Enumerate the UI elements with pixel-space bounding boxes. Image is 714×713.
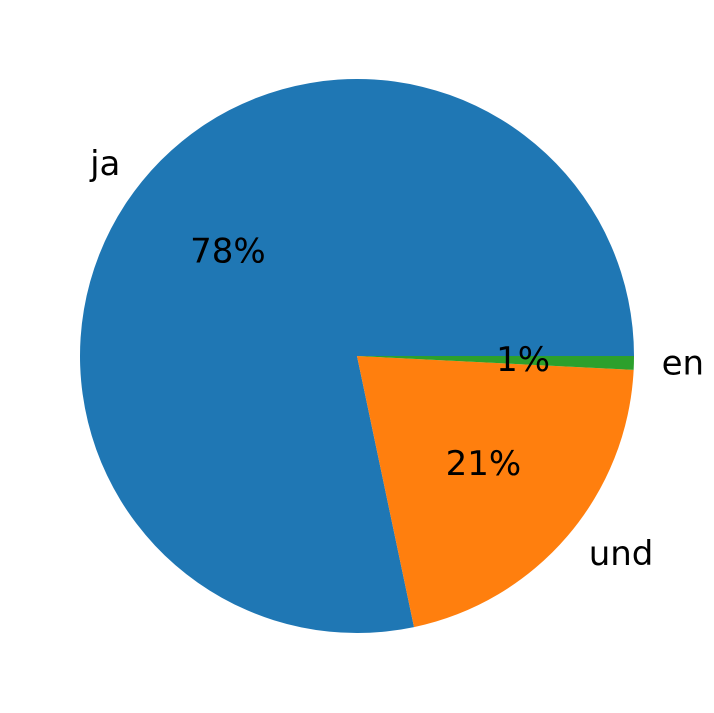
percent-label-ja: 78% xyxy=(190,231,266,271)
slice-label-en: en xyxy=(662,344,704,384)
slice-label-und: und xyxy=(589,534,654,574)
pie-slice-und xyxy=(357,356,634,628)
percent-label-en: 1% xyxy=(496,340,550,380)
pie-slice-en xyxy=(357,356,634,370)
percent-label-und: 21% xyxy=(446,444,522,484)
slice-label-ja: ja xyxy=(89,144,120,184)
pie-labels: ja 78% und 21% en 1% xyxy=(89,144,704,574)
pie-slices xyxy=(79,78,634,633)
pie-slice-ja xyxy=(79,78,634,633)
